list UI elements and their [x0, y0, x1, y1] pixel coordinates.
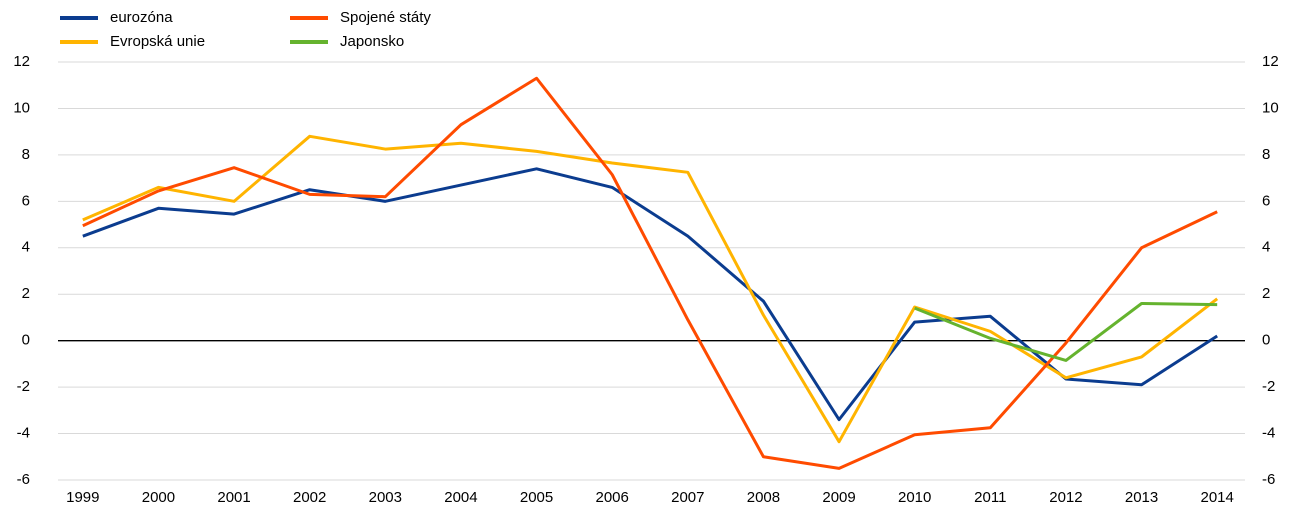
- y2-tick-label: 10: [1262, 99, 1279, 116]
- y-tick-label: 6: [22, 192, 30, 209]
- y2-tick-label: -2: [1262, 378, 1275, 395]
- y-tick-label: 0: [22, 332, 30, 349]
- x-tick-label: 2008: [747, 489, 780, 506]
- y2-tick-label: 0: [1262, 332, 1270, 349]
- legend-label: Japonsko: [340, 33, 404, 50]
- x-tick-label: 2010: [898, 489, 931, 506]
- y2-tick-label: 2: [1262, 285, 1270, 302]
- legend-label: eurozóna: [110, 9, 173, 26]
- y-tick-label: -4: [17, 425, 30, 442]
- legend-label: Evropská unie: [110, 33, 205, 50]
- x-tick-label: 2011: [974, 489, 1006, 506]
- x-tick-label: 2006: [596, 489, 629, 506]
- x-tick-label: 2009: [822, 489, 855, 506]
- series-line: [82, 134, 1219, 444]
- y2-tick-label: 8: [1262, 146, 1270, 163]
- x-tick-label: 2003: [369, 489, 402, 506]
- legend-label: Spojené státy: [340, 9, 431, 26]
- x-tick-label: 2013: [1125, 489, 1158, 506]
- x-tick-label: 2000: [142, 489, 175, 506]
- y-tick-label: -6: [17, 471, 30, 488]
- x-tick-label: 2012: [1049, 489, 1082, 506]
- y-tick-label: 8: [22, 146, 30, 163]
- y-tick-label: -2: [17, 378, 30, 395]
- y-tick-label: 4: [22, 239, 30, 256]
- x-tick-label: 2002: [293, 489, 326, 506]
- y2-tick-label: 12: [1262, 53, 1279, 70]
- y2-tick-label: -4: [1262, 425, 1275, 442]
- series-line: [82, 76, 1218, 470]
- series-line: [914, 302, 1218, 362]
- x-tick-label: 2007: [671, 489, 704, 506]
- series-line: [82, 167, 1219, 422]
- y-tick-label: 12: [13, 53, 30, 70]
- y-tick-label: 2: [22, 285, 30, 302]
- y2-tick-label: 6: [1262, 192, 1270, 209]
- y2-tick-label: 4: [1262, 239, 1270, 256]
- y-tick-label: 10: [13, 99, 30, 116]
- x-tick-label: 2004: [444, 489, 477, 506]
- x-tick-label: 2005: [520, 489, 553, 506]
- x-tick-label: 2014: [1201, 489, 1234, 506]
- x-tick-label: 2001: [217, 489, 250, 506]
- x-tick-label: 1999: [66, 489, 99, 506]
- y2-tick-label: -6: [1262, 471, 1275, 488]
